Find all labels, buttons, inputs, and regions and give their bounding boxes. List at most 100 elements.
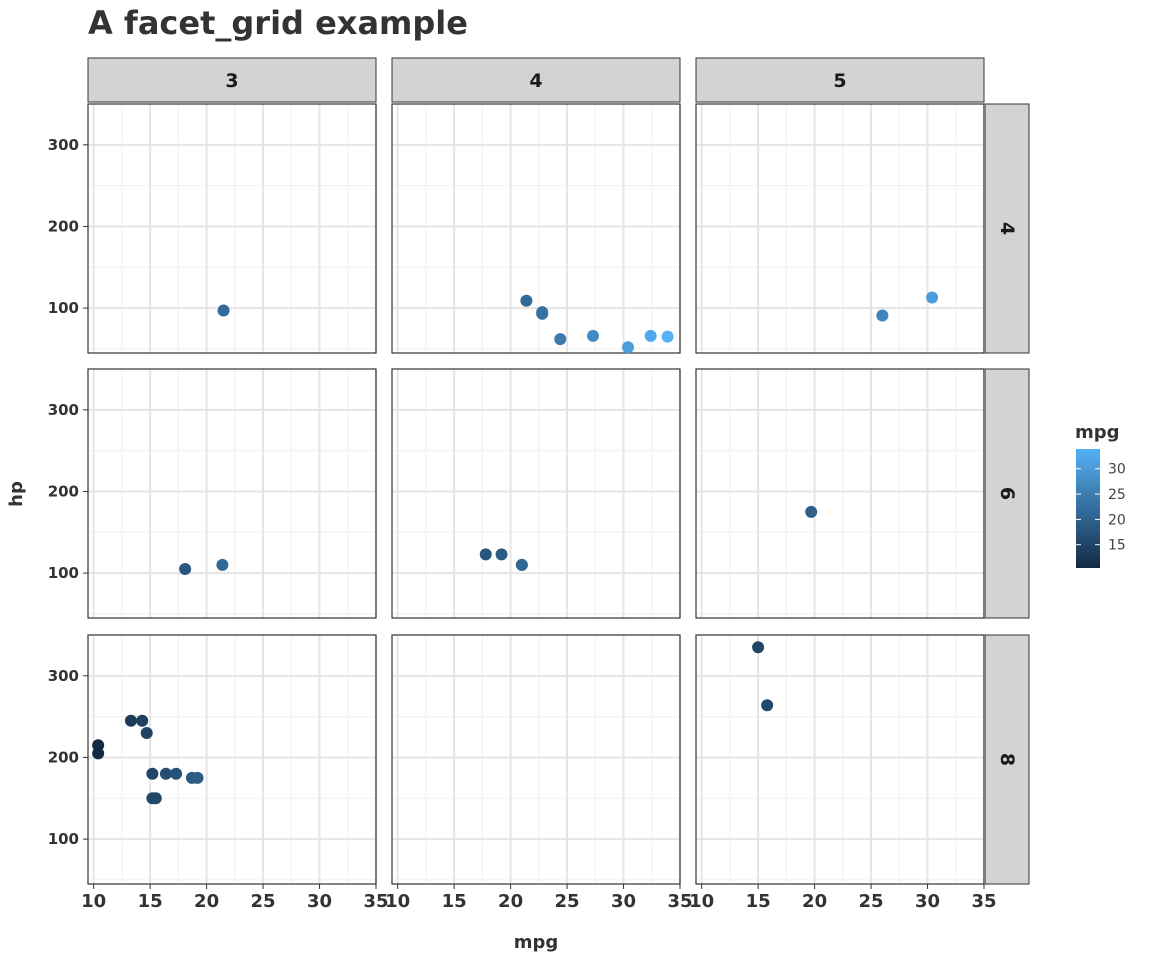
data-point bbox=[159, 767, 172, 780]
legend-colorbar bbox=[1076, 449, 1100, 568]
x-tick-label: 15 bbox=[138, 891, 163, 912]
data-point bbox=[179, 563, 192, 576]
facet-panel bbox=[695, 103, 985, 354]
panel-background bbox=[696, 635, 984, 884]
panel-background bbox=[392, 104, 680, 353]
x-tick-label: 25 bbox=[859, 891, 884, 912]
data-point bbox=[124, 714, 137, 727]
panel-background bbox=[392, 369, 680, 618]
legend-title: mpg bbox=[1075, 422, 1120, 443]
legend-tick-label: 20 bbox=[1108, 512, 1126, 528]
panel-border bbox=[87, 103, 377, 354]
panel-border bbox=[87, 634, 377, 885]
facet-strip-col-label: 4 bbox=[529, 70, 542, 92]
panel-border bbox=[391, 103, 681, 354]
x-tick-label: 35 bbox=[971, 891, 996, 912]
facet-strip-col-5 bbox=[695, 57, 985, 103]
facet-strip-col-label: 5 bbox=[833, 70, 846, 92]
x-tick-label: 10 bbox=[385, 891, 410, 912]
facet-panel bbox=[391, 634, 681, 885]
y-tick-label: 100 bbox=[48, 830, 79, 848]
x-tick-label: 20 bbox=[194, 891, 219, 912]
panels-layer: 3 4 5 4 6 8 100 200 300 100 200 300 100 200 300 10 15 20 2… bbox=[48, 57, 1030, 912]
data-point bbox=[805, 505, 818, 518]
facet-strip-col-label: 3 bbox=[225, 70, 238, 92]
chart-title: A facet_grid example bbox=[88, 4, 468, 42]
data-point bbox=[170, 767, 183, 780]
data-point bbox=[92, 747, 105, 760]
facet-panel bbox=[87, 634, 377, 885]
data-point bbox=[536, 307, 549, 320]
data-point bbox=[554, 333, 567, 346]
data-point bbox=[479, 548, 492, 561]
data-point bbox=[644, 329, 657, 342]
data-point bbox=[752, 641, 765, 654]
panel-background bbox=[696, 104, 984, 353]
y-axis-label: hp bbox=[6, 481, 27, 507]
facet-panel bbox=[391, 103, 681, 354]
data-point bbox=[926, 291, 939, 304]
panel-border bbox=[695, 634, 985, 885]
facet-panel bbox=[695, 368, 985, 619]
data-point bbox=[587, 329, 600, 342]
facet-panel bbox=[87, 368, 377, 619]
panel-border bbox=[695, 368, 985, 619]
panel-border bbox=[391, 368, 681, 619]
y-tick-label: 200 bbox=[48, 217, 79, 235]
y-tick-label: 300 bbox=[48, 401, 79, 419]
panel-background bbox=[696, 369, 984, 618]
legend-tick-label: 30 bbox=[1108, 462, 1126, 478]
facet-panel bbox=[87, 103, 377, 354]
data-point bbox=[520, 294, 533, 307]
x-tick-label: 35 bbox=[363, 891, 388, 912]
facet-strip-row-label: 4 bbox=[996, 222, 1018, 235]
data-point bbox=[216, 558, 229, 571]
x-tick-label: 30 bbox=[307, 891, 332, 912]
x-tick-label: 25 bbox=[251, 891, 276, 912]
x-tick-label: 30 bbox=[915, 891, 940, 912]
data-point bbox=[495, 548, 508, 561]
panel-background bbox=[88, 369, 376, 618]
data-point bbox=[661, 330, 674, 343]
y-tick-label: 200 bbox=[48, 482, 79, 500]
facet-strip-row-8 bbox=[984, 634, 1030, 885]
panel-border bbox=[695, 103, 985, 354]
data-point bbox=[149, 792, 162, 805]
data-point bbox=[140, 726, 153, 739]
data-point bbox=[761, 699, 774, 712]
facet-strip-row-label: 8 bbox=[996, 753, 1018, 766]
panel-background bbox=[88, 104, 376, 353]
y-tick-label: 300 bbox=[48, 136, 79, 154]
facet-strip-row-4 bbox=[984, 103, 1030, 354]
facet-strip-row-label: 6 bbox=[996, 487, 1018, 500]
data-point bbox=[515, 558, 528, 571]
facet-panel bbox=[391, 368, 681, 619]
data-point bbox=[146, 767, 159, 780]
y-tick-label: 300 bbox=[48, 667, 79, 685]
x-tick-label: 10 bbox=[81, 891, 106, 912]
panel-background bbox=[392, 635, 680, 884]
x-tick-label: 15 bbox=[442, 891, 467, 912]
facet-strip-row-6 bbox=[984, 368, 1030, 619]
facet-strip-col-3 bbox=[87, 57, 377, 103]
y-tick-label: 100 bbox=[48, 299, 79, 317]
x-tick-label: 25 bbox=[555, 891, 580, 912]
legend-tick-label: 15 bbox=[1108, 538, 1126, 554]
x-tick-label: 35 bbox=[667, 891, 692, 912]
panel-background bbox=[88, 635, 376, 884]
facet-strip-col-4 bbox=[391, 57, 681, 103]
data-point bbox=[191, 771, 204, 784]
panel-border bbox=[87, 368, 377, 619]
data-point bbox=[136, 714, 149, 727]
x-tick-label: 15 bbox=[746, 891, 771, 912]
x-tick-label: 20 bbox=[802, 891, 827, 912]
x-axis-label: mpg bbox=[514, 932, 559, 953]
data-point bbox=[876, 309, 889, 322]
panel-border bbox=[391, 634, 681, 885]
data-point bbox=[622, 341, 635, 354]
legend-tick-label: 25 bbox=[1108, 487, 1126, 503]
facet-panel bbox=[695, 634, 985, 885]
color-legend: mpg 15 20 25 30 bbox=[1075, 422, 1126, 568]
y-tick-label: 100 bbox=[48, 564, 79, 582]
